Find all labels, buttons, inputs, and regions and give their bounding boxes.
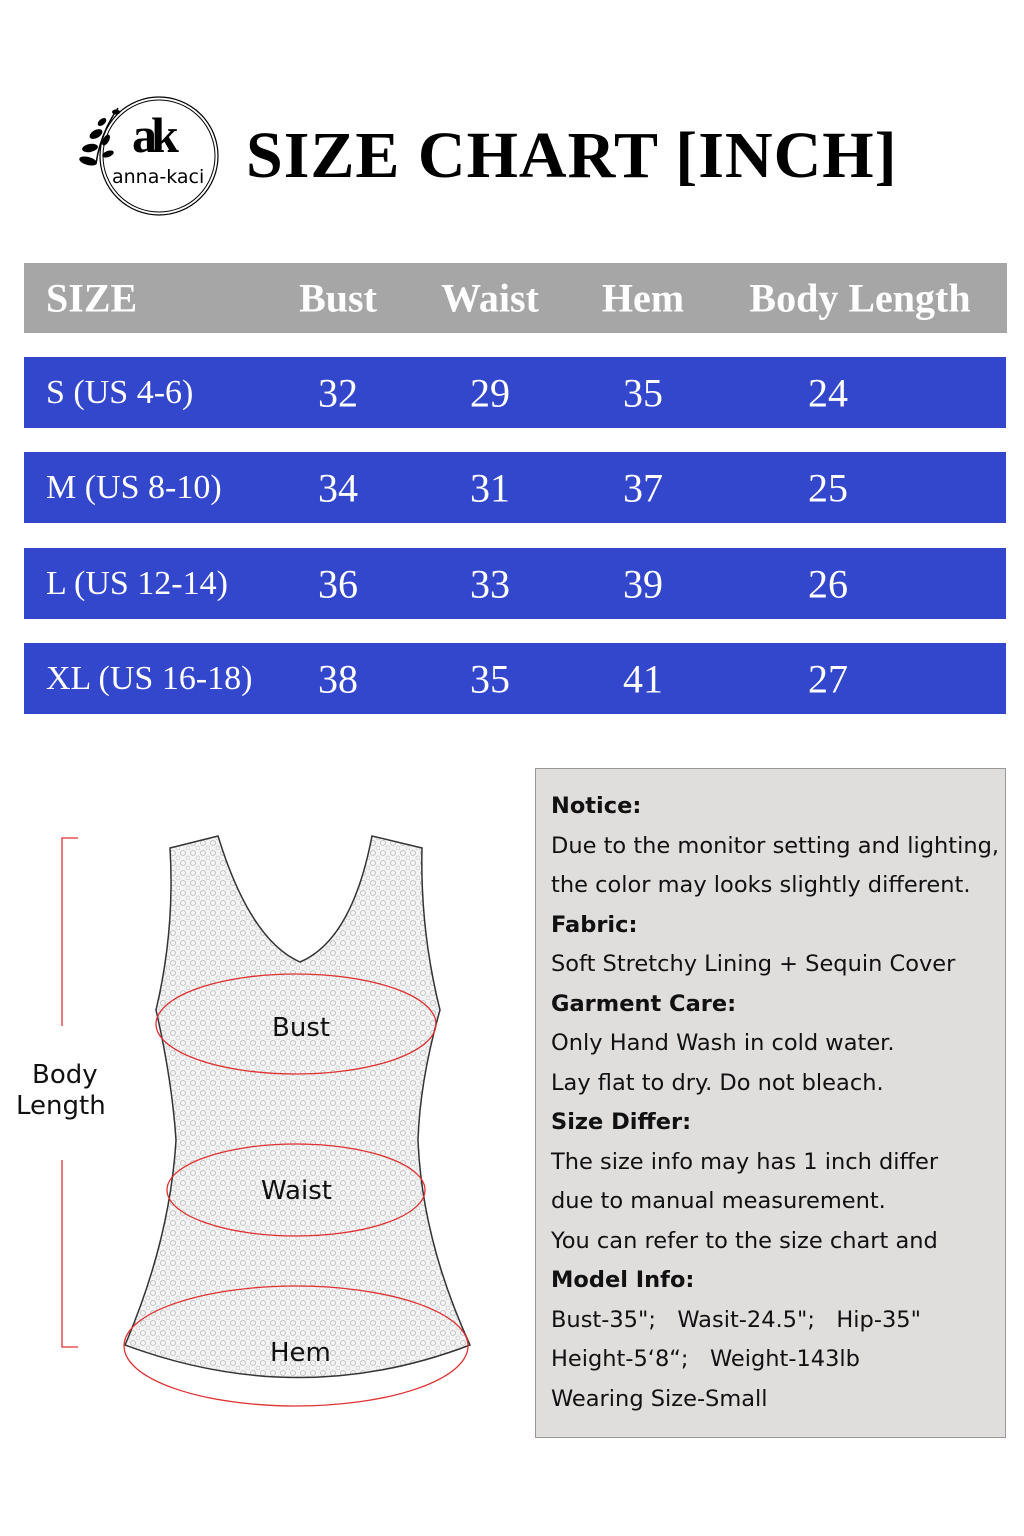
garment-diagram: Body Length Bust Waist Hem <box>0 820 520 1420</box>
body-length-label-line1: Body <box>32 1060 98 1090</box>
size-cell: XL (US 16-18) <box>46 659 253 697</box>
hem-cell: 39 <box>623 561 663 606</box>
body-length-label-line2: Length <box>16 1091 106 1121</box>
notice-text: the color may looks slightly different. <box>551 872 971 898</box>
fabric-heading: Fabric: <box>551 911 638 938</box>
garment-care-text: Only Hand Wash in cold water. <box>551 1030 895 1056</box>
hem-cell: 35 <box>623 370 663 415</box>
body-length-cell: 24 <box>808 370 848 415</box>
waist-cell: 29 <box>470 370 510 415</box>
size-differ-text: due to manual measurement. <box>551 1188 886 1214</box>
hem-cell: 41 <box>623 656 663 701</box>
logo-monogram: ak <box>132 107 179 163</box>
bust-cell: 38 <box>318 656 358 701</box>
size-differ-heading: Size Differ: <box>551 1109 692 1135</box>
waist-cell: 35 <box>470 656 510 701</box>
model-info-heading: Model Info: <box>551 1267 695 1293</box>
garment-care-heading: Garment Care: <box>551 990 737 1017</box>
page-title: SIZE CHART [INCH] <box>246 119 898 192</box>
bust-label: Bust <box>272 1013 331 1043</box>
header-body-length: Body Length <box>749 275 971 321</box>
table-row: S (US 4-6) 32 29 35 24 <box>24 357 1006 428</box>
table-row: XL (US 16-18) 38 35 41 27 <box>24 643 1006 714</box>
table-row: L (US 12-14) 36 33 39 26 <box>24 548 1006 619</box>
bust-cell: 36 <box>318 561 358 606</box>
header-waist: Waist <box>441 275 539 321</box>
header-bust: Bust <box>299 275 377 321</box>
fabric-text: Soft Stretchy Lining + Sequin Cover <box>551 951 956 977</box>
size-differ-text: You can refer to the size chart and <box>551 1227 938 1254</box>
bust-cell: 32 <box>318 370 358 415</box>
notice-panel: Notice: Due to the monitor setting and l… <box>535 768 1006 1438</box>
waist-cell: 33 <box>470 561 510 606</box>
table-row: M (US 8-10) 34 31 37 25 <box>24 452 1006 523</box>
model-info-text: Bust-35"; Wasit-24.5"; Hip-35" <box>551 1306 921 1333</box>
hem-label: Hem <box>270 1338 331 1368</box>
brand-logo: ak anna-kaci <box>78 94 220 218</box>
size-cell: M (US 8-10) <box>46 468 222 506</box>
header-hem: Hem <box>601 275 685 321</box>
header-size: SIZE <box>46 275 138 321</box>
waist-label: Waist <box>261 1176 332 1206</box>
garment-care-text: Lay flat to dry. Do not bleach. <box>551 1069 884 1096</box>
notice-text: Due to the monitor setting and lighting, <box>551 832 1000 859</box>
tank-top-illustration <box>61 835 472 1407</box>
body-length-cell: 26 <box>808 561 848 606</box>
bust-cell: 34 <box>318 465 358 510</box>
model-info-text: Wearing Size-Small <box>551 1385 768 1412</box>
notice-heading: Notice: <box>551 793 642 819</box>
hem-cell: 37 <box>623 465 663 510</box>
body-length-cell: 27 <box>808 656 848 701</box>
size-differ-text: The size info may has 1 inch differ <box>551 1148 939 1175</box>
size-cell: L (US 12-14) <box>46 564 228 602</box>
waist-cell: 31 <box>470 465 510 510</box>
table-header: SIZE Bust Waist Hem Body Length <box>24 263 1007 333</box>
model-info-text: Height-5‘8“; Weight-143lb <box>551 1346 860 1372</box>
size-cell: S (US 4-6) <box>46 373 194 411</box>
body-length-cell: 25 <box>808 465 848 510</box>
logo-brand-name: anna-kaci <box>112 166 205 188</box>
